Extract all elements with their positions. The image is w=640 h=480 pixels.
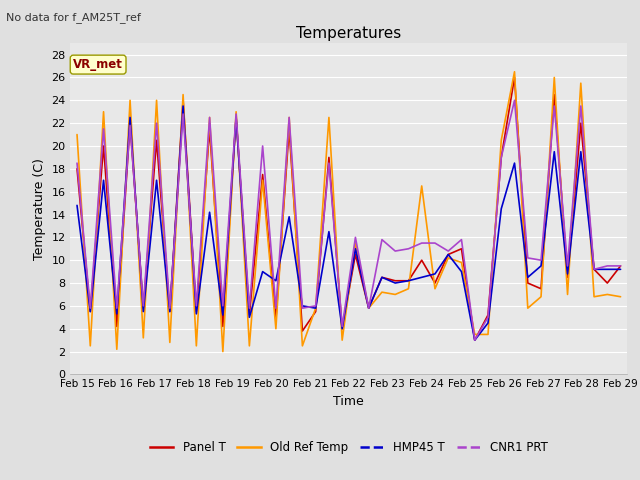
Y-axis label: Temperature (C): Temperature (C): [33, 158, 45, 260]
Legend: Panel T, Old Ref Temp, HMP45 T, CNR1 PRT: Panel T, Old Ref Temp, HMP45 T, CNR1 PRT: [145, 437, 553, 459]
Title: Temperatures: Temperatures: [296, 25, 401, 41]
Text: No data for f_AM25T_ref: No data for f_AM25T_ref: [6, 12, 141, 23]
Text: VR_met: VR_met: [73, 58, 123, 71]
X-axis label: Time: Time: [333, 395, 364, 408]
